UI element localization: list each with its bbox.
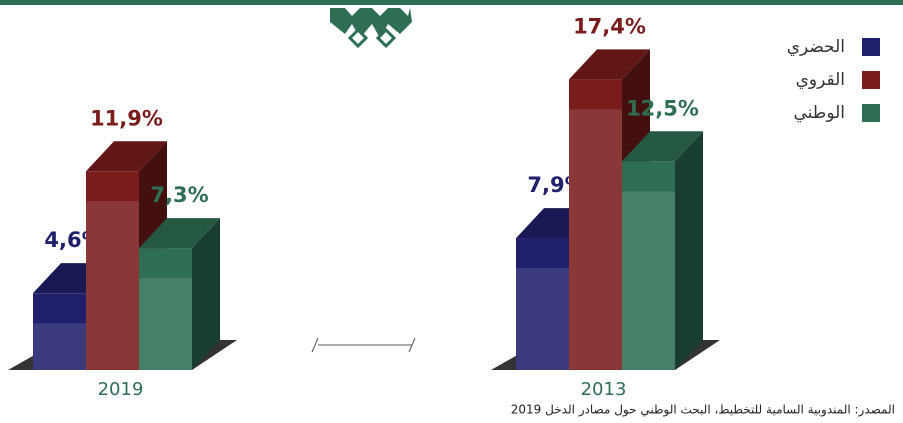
separator [311,337,416,353]
bar-side [675,131,703,370]
source: المصدر: المندوبية السامية للتخطيط، البحث… [511,403,895,418]
value-label: 17,4% [573,14,646,38]
top-band [0,0,903,5]
legend-swatch [862,104,880,122]
value-label: 11,9% [90,106,163,130]
emblem [330,8,412,49]
bar-highlight [33,323,86,370]
legend-swatch [862,71,880,89]
x-tick-label: 2019 [98,379,144,400]
bar-top [622,131,703,162]
legend-label: القروي [796,70,845,90]
bar-highlight [86,201,139,370]
bar-side [192,218,220,370]
legend-label: الحضري [787,37,845,57]
value-label: 7,3% [150,183,208,207]
legend-swatch [862,38,880,56]
bar-highlight [139,278,192,370]
bar-top [569,49,650,80]
bar-highlight [516,268,569,370]
legend-label: الوطني [793,103,845,123]
x-tick-label: 2013 [581,379,627,400]
bar-highlight [622,191,675,370]
bar-top [139,218,220,249]
value-label: 12,5% [626,96,699,120]
bar-highlight [569,109,622,371]
bar-top [86,141,167,172]
